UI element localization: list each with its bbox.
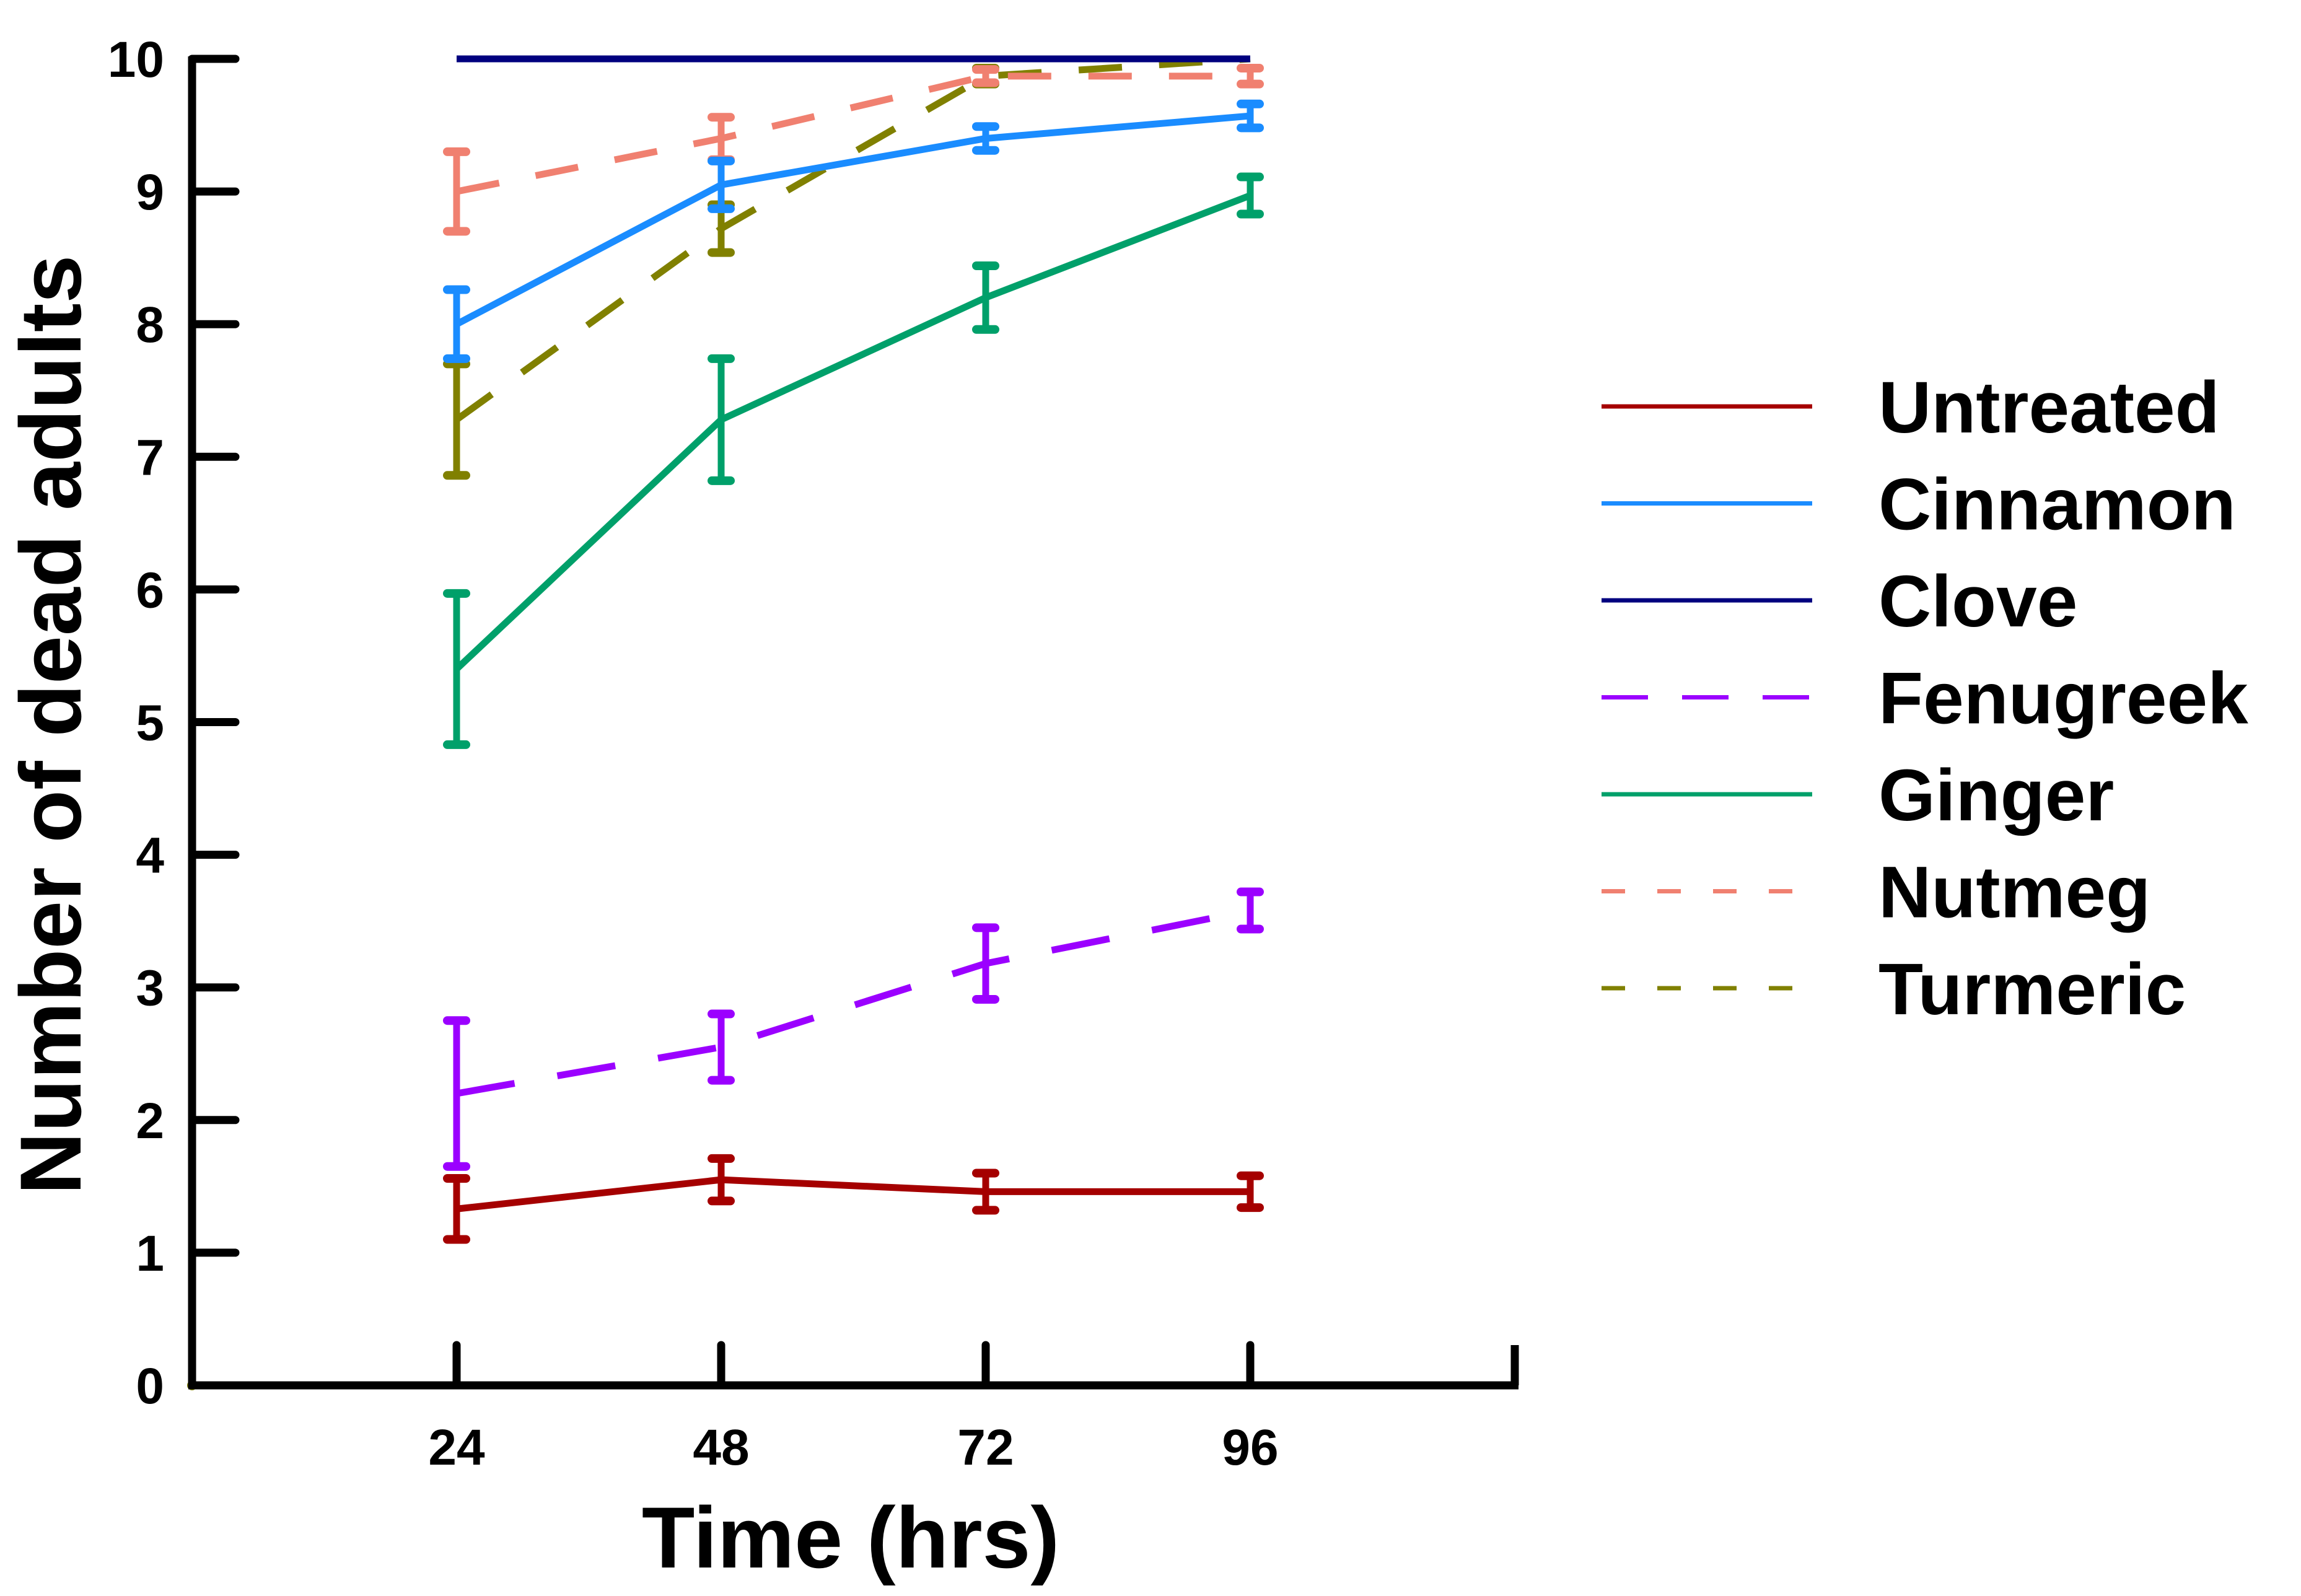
legend-label-fenugreek: Fenugreek <box>1878 658 2248 740</box>
legend-label-ginger: Ginger <box>1878 755 2114 836</box>
y-tick-label: 4 <box>136 828 164 884</box>
series-line-fenugreek <box>456 907 1251 1097</box>
legend-label-untreated: Untreated <box>1878 367 2220 449</box>
legend-label-cinnamon: Cinnamon <box>1878 464 2236 546</box>
y-tick-label: 1 <box>136 1226 164 1282</box>
y-tick-label: 3 <box>136 960 164 1017</box>
x-tick-label: 48 <box>693 1419 749 1476</box>
plot-area <box>187 55 1264 1390</box>
y-tick-label: 0 <box>136 1358 164 1414</box>
y-tick-label: 8 <box>136 297 164 353</box>
series-line-nutmeg <box>455 72 1250 195</box>
x-tick-label: 24 <box>428 1419 485 1476</box>
y-tick-label: 2 <box>136 1093 164 1149</box>
series-line-ginger <box>454 192 1251 672</box>
legend-label-turmeric: Turmeric <box>1878 949 2186 1030</box>
series-ginger <box>443 172 1264 749</box>
y-tick-label: 9 <box>136 164 164 221</box>
series-nutmeg <box>443 63 1264 236</box>
y-axis-title: Number of dead adults <box>2 255 99 1195</box>
series-line-untreated <box>456 1176 1250 1212</box>
series-line-turmeric <box>454 55 1251 423</box>
x-tick-label: 72 <box>957 1419 1014 1476</box>
x-tick-label: 96 <box>1222 1419 1278 1476</box>
y-tick-label: 7 <box>136 429 164 486</box>
series-cinnamon <box>443 99 1264 363</box>
series-line-cinnamon <box>455 112 1251 328</box>
legend: Untreated Cinnamon Clove Fenugreek Ginger Nut… <box>1602 367 2248 1030</box>
y-tick-label: 5 <box>136 695 164 752</box>
axes: 0 1 2 3 4 5 6 7 8 9 10 24 48 72 96 <box>108 32 1519 1476</box>
y-tick-label: 10 <box>108 32 164 88</box>
legend-label-nutmeg: Nutmeg <box>1878 852 2150 934</box>
series-fenugreek <box>443 887 1264 1171</box>
x-axis-title: Time (hrs) <box>642 1489 1059 1586</box>
y-tick-label: 6 <box>136 562 164 618</box>
legend-label-clove: Clove <box>1878 561 2077 642</box>
series-untreated <box>443 1154 1264 1244</box>
